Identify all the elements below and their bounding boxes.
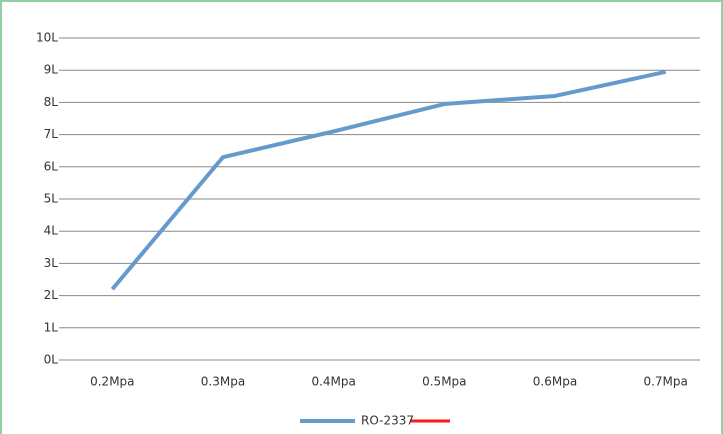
x-tick-label: 0.7Mpa: [643, 375, 687, 389]
y-tick-label: 9L: [44, 63, 59, 77]
x-tick-label: 0.4Mpa: [311, 375, 355, 389]
y-tick-label: 8L: [44, 95, 59, 109]
y-tick-label: 1L: [44, 320, 59, 334]
y-tick-label: 0L: [44, 353, 59, 367]
y-tick-label: 6L: [44, 159, 59, 173]
legend-label: RO-2337: [361, 414, 414, 428]
x-tick-label: 0.3Mpa: [201, 375, 245, 389]
series-line: [110, 69, 667, 291]
y-tick-label: 4L: [44, 224, 59, 238]
y-tick-label: 2L: [44, 288, 59, 302]
y-tick-label: 3L: [44, 256, 59, 270]
x-tick-label: 0.6Mpa: [533, 375, 577, 389]
y-tick-label: 5L: [44, 192, 59, 206]
x-tick-label: 0.2Mpa: [90, 375, 134, 389]
y-tick-label: 7L: [44, 127, 59, 141]
y-tick-label: 10L: [36, 31, 58, 45]
x-tick-label: 0.5Mpa: [422, 375, 466, 389]
